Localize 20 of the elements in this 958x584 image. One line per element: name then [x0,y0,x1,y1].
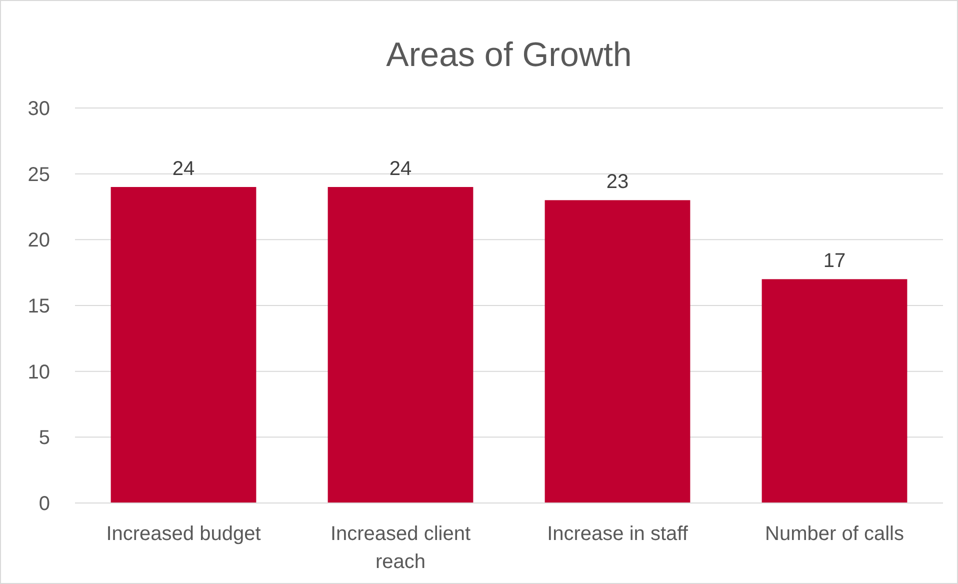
chart-title: Areas of Growth [386,36,632,74]
x-tick-label: Increase in staff [547,523,688,545]
data-label: 23 [606,171,629,194]
x-tick-label: Increased client reach [330,523,471,573]
data-label: 24 [389,158,412,180]
y-tick-label: 15 [28,296,50,318]
x-tick-label: Increased budget [106,523,262,545]
y-tick-label: 30 [28,98,50,120]
bar [110,187,256,503]
y-tick-label: 10 [28,361,50,384]
y-tick-label: 5 [38,427,50,450]
x-tick-label: Number of calls [765,523,904,545]
data-label: 17 [823,250,846,272]
bar [762,279,908,503]
bar [328,187,474,503]
y-tick-label: 25 [28,164,50,186]
bar [544,200,690,503]
y-tick-label: 20 [28,230,50,252]
y-tick-label: 0 [38,493,50,515]
data-label: 24 [172,158,195,180]
